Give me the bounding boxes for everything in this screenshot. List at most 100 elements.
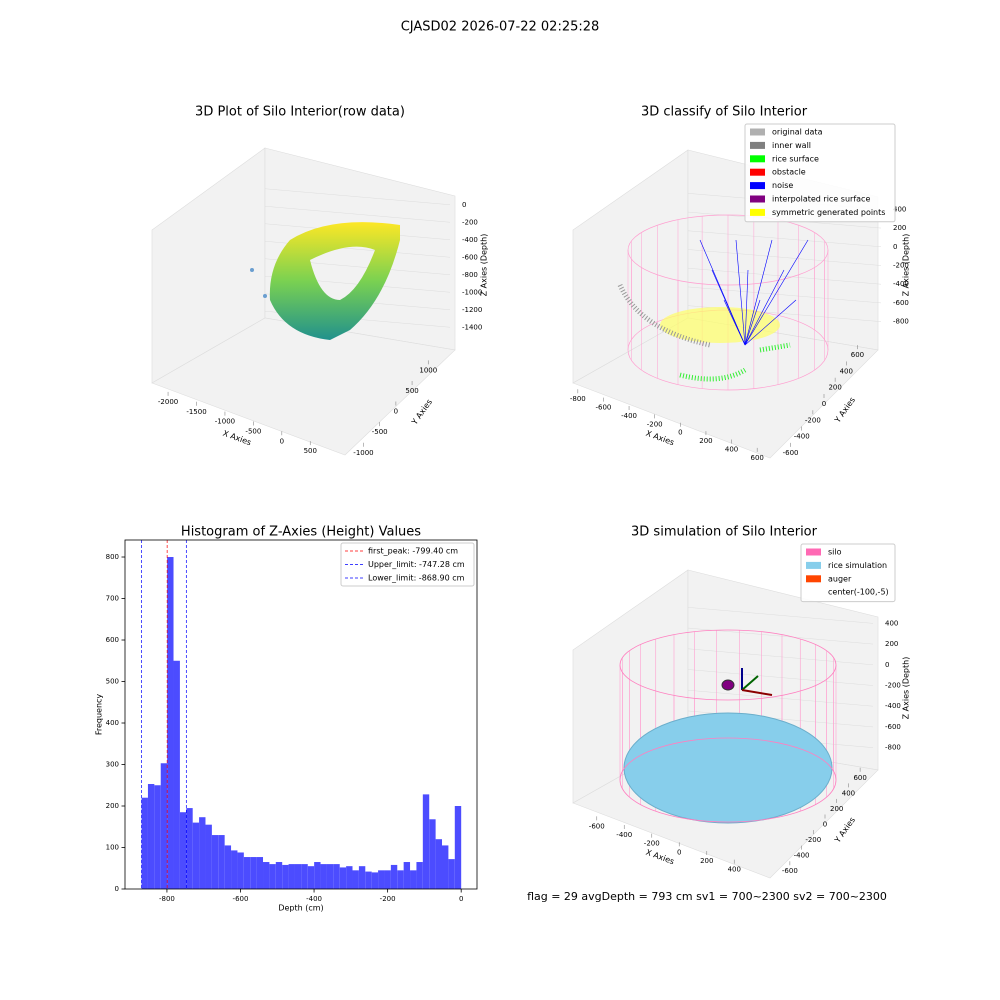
bar — [422, 794, 430, 889]
legend-box — [744, 123, 896, 223]
axis-label: Z Axies (Depth) — [902, 657, 911, 720]
y-tick-label: 300 — [106, 761, 119, 769]
rice-points — [679, 342, 791, 382]
x-tick-label: 0 — [459, 895, 463, 903]
x-tick-label: -600 — [233, 895, 249, 903]
y-tick-label: 800 — [106, 553, 119, 561]
y-tick-label: -200 — [805, 836, 821, 844]
bar — [314, 862, 321, 889]
x-tick-label: -200 — [644, 840, 660, 848]
legend-swatch — [750, 141, 765, 149]
bar — [442, 845, 449, 889]
y-axis-label: Frequency — [95, 694, 104, 736]
rice-surface — [623, 712, 833, 824]
x-tick-label: 200 — [699, 437, 712, 445]
grid-line — [264, 206, 451, 223]
z-tick-label: -1200 — [462, 306, 482, 314]
wire — [627, 214, 829, 286]
legend-label: Upper_limit: -747.28 cm — [368, 560, 465, 569]
grid-line — [687, 267, 882, 285]
bar — [218, 835, 225, 889]
legend-swatch — [750, 128, 765, 136]
y-tick-label: 100 — [106, 844, 119, 852]
x-tick-label: 400 — [725, 445, 738, 453]
point — [250, 268, 254, 272]
x-tick-label: 200 — [700, 857, 713, 865]
bar — [147, 784, 155, 889]
z-tick-label: -800 — [462, 271, 478, 279]
bar — [179, 812, 187, 889]
noise-line — [723, 299, 746, 346]
bar — [301, 864, 308, 889]
bar — [211, 835, 219, 889]
z-tick-label: -800 — [885, 744, 901, 752]
axis-label: Y Axies — [832, 396, 857, 426]
noise-line — [711, 269, 746, 346]
bar — [429, 819, 436, 889]
noise-line — [744, 239, 809, 346]
y-tick-label: 700 — [106, 595, 119, 603]
bar — [250, 857, 257, 889]
legend-swatch — [806, 575, 821, 583]
bar — [378, 870, 385, 889]
legend-swatch — [750, 155, 765, 163]
y-tick-label: 0 — [394, 408, 398, 416]
z-tick-label: 0 — [462, 201, 466, 209]
z-tick-label: -200 — [885, 682, 901, 690]
legend-label: interpolated rice surface — [772, 195, 870, 204]
z-tick-label: -1000 — [462, 288, 482, 296]
bar — [294, 864, 302, 889]
bar — [288, 864, 295, 889]
bar — [269, 864, 276, 889]
x-tick-label: -600 — [589, 822, 605, 830]
y-tick-label: -400 — [794, 852, 810, 860]
y-tick-label: 0 — [823, 821, 827, 829]
bar — [416, 862, 423, 889]
bar — [192, 822, 200, 889]
bar — [307, 866, 315, 889]
z-tick-label: -200 — [462, 218, 478, 226]
grid-line — [687, 286, 882, 304]
z-tick-label: 400 — [885, 619, 898, 627]
bar — [352, 870, 359, 889]
y-tick-label: 600 — [851, 351, 864, 359]
y-tick-label: -600 — [783, 449, 799, 457]
center-marker — [721, 679, 735, 691]
y-tick-label: 500 — [106, 678, 119, 686]
legend-label: center(-100,-5) — [828, 588, 889, 597]
legend-label: inner wall — [772, 141, 811, 150]
bar — [263, 862, 270, 889]
x-tick-label: 400 — [728, 866, 741, 874]
noise-line — [744, 269, 785, 346]
x-tick-label: -800 — [159, 895, 175, 903]
y-tick-label: 600 — [853, 774, 866, 782]
x-tick-label: -1500 — [186, 408, 206, 416]
z-tick-label: -600 — [462, 253, 478, 261]
y-tick-label: 0 — [115, 885, 119, 893]
y-tick-label: -400 — [794, 433, 810, 441]
chart-title: 3D Plot of Silo Interior(row data) — [195, 105, 405, 120]
y-tick-label: -1000 — [353, 449, 373, 457]
auger-axis — [741, 675, 759, 691]
legend-label: rice simulation — [828, 561, 887, 570]
noise-line — [735, 239, 746, 346]
x-tick-label: 600 — [751, 454, 764, 462]
axis-label: Z Axies (Depth) — [480, 234, 489, 297]
legend-swatch — [806, 561, 821, 569]
bar — [397, 870, 404, 889]
bar — [339, 867, 347, 889]
bar — [371, 872, 379, 889]
legend-label: original data — [772, 128, 823, 137]
z-tick-label: -1400 — [462, 323, 482, 331]
legend-label: first_peak: -799.40 cm — [368, 547, 458, 556]
legend-box — [340, 542, 475, 587]
noise-line — [744, 269, 749, 346]
pane — [151, 317, 456, 456]
figure-title: CJASD02 2026-07-22 02:25:28 — [401, 20, 600, 35]
z-tick-label: -400 — [462, 236, 478, 244]
grid-line — [687, 607, 874, 624]
noise-line — [744, 239, 773, 346]
y-tick-label: 200 — [830, 805, 843, 813]
axis-label: Y Axies — [832, 816, 857, 846]
